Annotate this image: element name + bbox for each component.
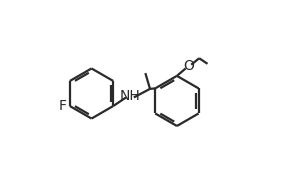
Text: F: F — [59, 99, 67, 113]
Text: O: O — [184, 59, 194, 73]
Text: NH: NH — [119, 89, 140, 103]
